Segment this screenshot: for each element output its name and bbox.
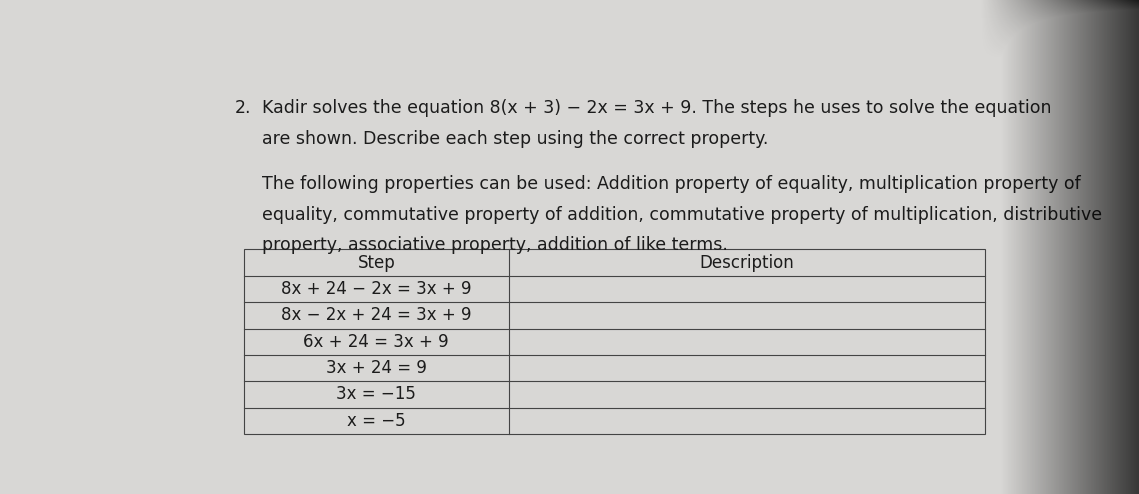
Text: are shown. Describe each step using the correct property.: are shown. Describe each step using the …: [262, 129, 768, 148]
Text: 2.: 2.: [235, 99, 252, 117]
Text: Kadir solves the equation 8(x + 3) − 2x = 3x + 9. The steps he uses to solve the: Kadir solves the equation 8(x + 3) − 2x …: [262, 99, 1051, 117]
Text: 3x + 24 = 9: 3x + 24 = 9: [326, 359, 427, 377]
Text: The following properties can be used: Addition property of equality, multiplicat: The following properties can be used: Ad…: [262, 175, 1080, 193]
Text: 8x − 2x + 24 = 3x + 9: 8x − 2x + 24 = 3x + 9: [281, 306, 472, 325]
Text: equality, commutative property of addition, commutative property of multiplicati: equality, commutative property of additi…: [262, 206, 1101, 224]
Text: Step: Step: [358, 253, 395, 272]
Text: Description: Description: [699, 253, 794, 272]
Text: property, associative property, addition of like terms.: property, associative property, addition…: [262, 236, 728, 254]
Text: 3x = −15: 3x = −15: [336, 385, 416, 404]
Text: 6x + 24 = 3x + 9: 6x + 24 = 3x + 9: [303, 333, 449, 351]
Text: 8x + 24 − 2x = 3x + 9: 8x + 24 − 2x = 3x + 9: [281, 280, 472, 298]
Text: x = −5: x = −5: [347, 412, 405, 430]
